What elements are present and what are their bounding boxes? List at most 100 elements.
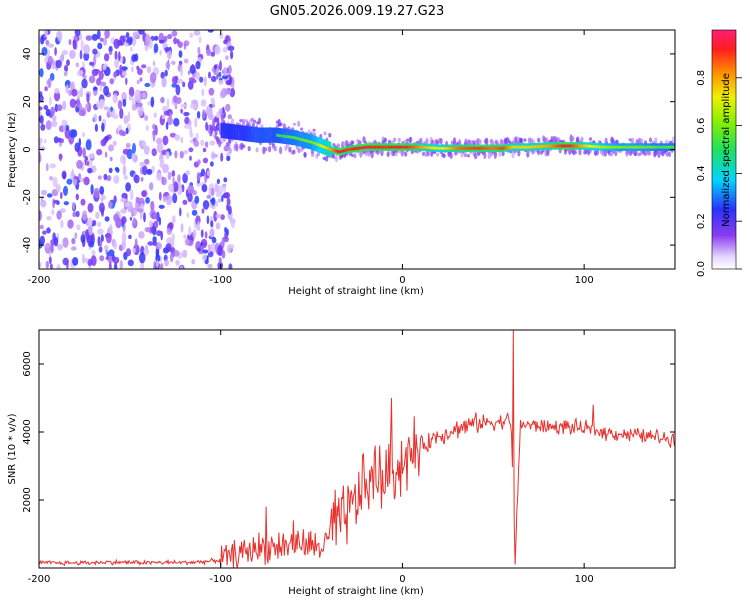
- spectrogram-halo-cell: [501, 139, 505, 145]
- spectrogram-ridge-peak: [575, 144, 577, 148]
- spectrogram-noise-cell: [202, 147, 207, 153]
- spectrogram-ridge-peak: [643, 145, 646, 149]
- spectrogram-ridge-peak: [406, 145, 409, 149]
- spectrogram-noise-cell: [144, 82, 151, 88]
- spectrogram-noise-cell: [191, 99, 198, 105]
- spectrogram-noise-cell: [174, 134, 180, 141]
- spectrogram-ridge-cell: [239, 125, 242, 141]
- spectrogram-noise-cell: [49, 263, 53, 269]
- spectrogram-ridge-peak: [289, 135, 291, 139]
- spectrogram-noise-cell: [119, 64, 122, 75]
- spectrogram-ridge-peak: [302, 138, 304, 142]
- spectrogram-ridge-cell: [223, 123, 226, 139]
- spectrogram-noise-cell: [39, 110, 42, 117]
- spectrogram-noise-cell: [226, 244, 232, 254]
- spectrogram-noise-cell: [188, 119, 192, 127]
- spectrogram-noise-cell: [173, 117, 180, 127]
- spectrogram-noise-cell: [216, 178, 220, 184]
- spectrogram-ridge-peak: [492, 146, 495, 150]
- spectrogram-noise-cell: [217, 261, 224, 269]
- spectrogram-halo-cell: [397, 137, 401, 143]
- spectrogram-ridge-peak: [480, 146, 483, 150]
- spectrogram-ridge-peak: [453, 146, 455, 150]
- spectrogram-noise-cell: [60, 191, 63, 199]
- spectrogram-halo-cell: [404, 151, 408, 157]
- spectrogram-noise-cell: [108, 51, 113, 56]
- spectrogram-halo-cell: [406, 138, 410, 142]
- spectrogram-noise-cell: [224, 226, 228, 233]
- spectrogram-noise-cell: [119, 259, 123, 269]
- spectrogram-ridge-peak: [521, 145, 524, 149]
- spectrogram-ridge-peak: [424, 145, 426, 149]
- snr-line: [39, 330, 675, 568]
- spectrogram-ridge-peak: [376, 145, 378, 149]
- spectrogram-ridge-peak: [335, 149, 338, 153]
- spectrogram-ridge-peak: [656, 145, 659, 149]
- spectrogram-ridge-cell: [265, 127, 268, 143]
- spectrogram-noise-cell: [207, 263, 213, 269]
- spectrogram-ridge-peak: [342, 149, 345, 153]
- spectrogram-noise-cell: [39, 137, 43, 144]
- spectrogram-halo-cell: [611, 150, 615, 154]
- spectrogram-ridge-peak: [639, 145, 641, 149]
- spectrogram-ridge-peak: [348, 148, 351, 151]
- spectrogram-noise-cell: [41, 46, 48, 56]
- spectrogram-noise-cell: [94, 69, 100, 74]
- spectrogram-noise-cell: [125, 142, 131, 149]
- spectrogram-ridge-peak: [636, 145, 639, 149]
- spectrogram-noise-cell: [63, 65, 69, 72]
- spectrogram-ridge-cell: [252, 126, 255, 143]
- spectrogram-ridge-peak: [502, 146, 505, 150]
- spectrogram-ridge-peak: [339, 150, 342, 154]
- spectrogram-halo-cell: [439, 137, 443, 145]
- spectrogram-ridge-peak: [386, 145, 388, 149]
- spectrogram-ridge-peak: [653, 145, 656, 149]
- spectrogram-noise-cell: [223, 177, 228, 183]
- spectrogram-noise-cell: [180, 223, 184, 233]
- spectrogram-noise-cell: [131, 104, 137, 111]
- spectrogram-noise-cell: [56, 264, 61, 269]
- spectrogram-noise-cell: [79, 86, 84, 98]
- spectrogram-noise-cell: [184, 124, 191, 129]
- spectrogram-ridge-peak: [411, 145, 413, 149]
- spectrogram-halo-cell: [667, 151, 672, 157]
- spectrogram-noise-cell: [154, 124, 158, 136]
- spectrogram-ridge-peak: [467, 146, 470, 150]
- spectrogram-noise-cell: [162, 163, 169, 174]
- spectrogram-halo-cell: [501, 151, 505, 157]
- spectrogram-ridge-peak: [462, 146, 464, 150]
- spectrogram-ridge-cell: [230, 124, 233, 140]
- spectrogram-ridge-peak: [316, 142, 319, 146]
- spectrogram-ridge-cell: [244, 125, 246, 142]
- spectrogram-noise-cell: [210, 161, 214, 167]
- spectrogram-noise-cell: [39, 152, 42, 163]
- spectrogram-noise-cell: [141, 64, 147, 69]
- spectrogram-halo-cell: [297, 120, 301, 127]
- spectrogram-noise-cell: [222, 184, 226, 194]
- spectrogram-noise-cell: [177, 78, 184, 84]
- spectrogram-ridge-peak: [620, 145, 623, 149]
- spectrogram-noise-cell: [182, 173, 188, 184]
- spectrogram-noise-cell: [224, 192, 231, 199]
- snr-series: [39, 330, 675, 568]
- spectrogram-ridge-peak: [486, 146, 489, 150]
- spectrogram-ridge-peak: [322, 145, 325, 149]
- spectrogram-noise-cell: [118, 51, 121, 61]
- spectrogram-ridge-peak: [392, 145, 394, 149]
- spectrogram-noise-cell: [109, 156, 113, 162]
- spectrogram-noise-cell: [152, 60, 156, 67]
- spectrogram-noise-cell: [207, 244, 211, 254]
- spectrogram-noise-cell: [76, 224, 81, 231]
- spectrogram-noise-cell: [123, 175, 128, 180]
- spectrogram-ridge-peak: [401, 145, 403, 149]
- spectrogram-noise-cell: [229, 88, 236, 98]
- spectrogram-noise-cell: [161, 177, 167, 186]
- spectrogram-ridge-peak: [290, 135, 293, 139]
- spectrogram-noise-cell: [220, 152, 224, 162]
- snr-x-label: Height of straight line (km): [288, 586, 424, 597]
- spectrogram-noise-cell: [44, 30, 48, 38]
- spectrogram-ridge-peak: [451, 146, 454, 150]
- spectrogram-ridge-peak: [399, 145, 402, 149]
- spectrogram-noise-cell: [104, 30, 110, 39]
- spectrogram-noise-cell: [79, 177, 84, 182]
